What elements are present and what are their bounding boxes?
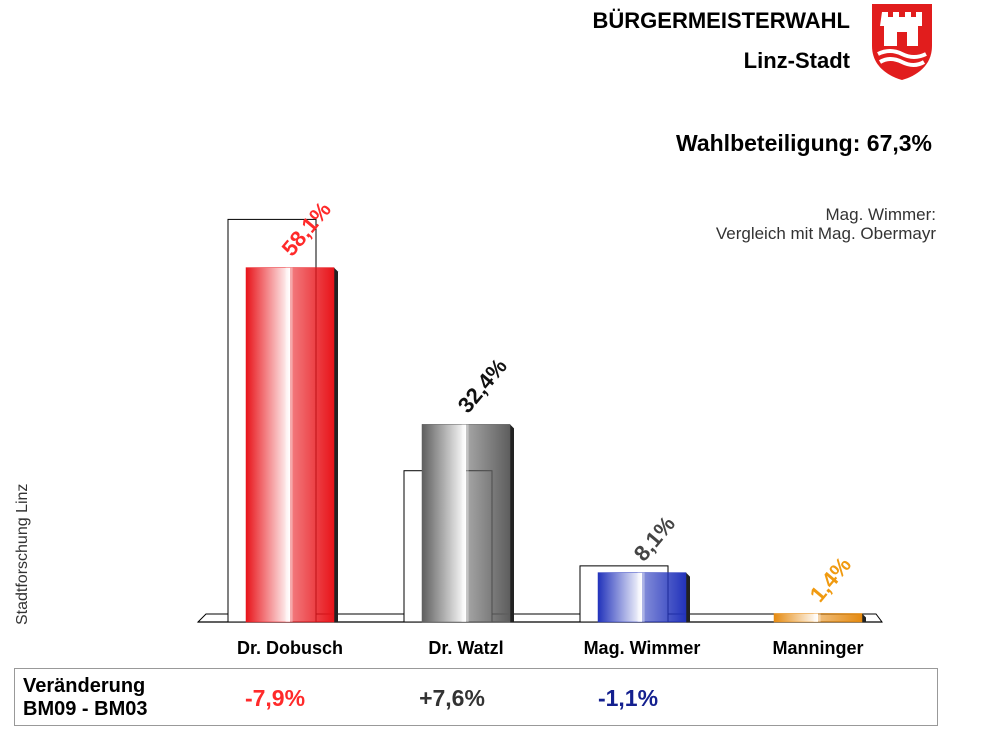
category-label-0: Dr. Dobusch [237,638,343,658]
chart-subtitle: Linz-Stadt [743,48,850,73]
change-value-watzl: +7,6% [419,685,485,711]
chart-floor [196,613,883,623]
bar-highlight-3 [813,613,821,622]
value-labels: 58,1%32,4%8,1%1,4% [277,197,856,607]
bar-highlight-0 [285,267,293,622]
change-label: Veränderung BM09 - BM03 [23,675,147,721]
value-label-3: 1,4% [805,552,856,606]
category-label-3: Manninger [772,638,863,658]
turnout-label: Wahlbeteiligung: 67,3% [675,130,932,156]
value-label-1: 32,4% [453,354,512,418]
bar-shadow-1 [510,424,514,622]
comparison-note-line2: Vergleich mit Mag. Obermayr [715,224,936,243]
bar-highlight-2 [637,572,645,622]
current-election-bars [245,267,866,623]
bar-shadow-3 [862,613,866,622]
linz-coat-of-arms-icon [872,4,932,80]
chart-title: BÜRGERMEISTERWAHL [592,8,851,33]
bar-shadow-2 [686,572,690,622]
change-label-line1: Veränderung [23,675,146,697]
category-labels: Dr. Dobusch Dr. Watzl Mag. Wimmer Manninger [237,638,864,658]
change-label-line2: BM09 - BM03 [23,698,148,720]
bar-1 [421,424,511,623]
change-value-dobusch: -7,9% [244,685,306,711]
change-value-wimmer: -1,1% [597,685,659,711]
comparison-note: Mag. Wimmer: Vergleich mit Mag. Obermayr [716,205,936,243]
bar-0 [245,267,335,623]
bar-2 [597,572,687,623]
category-label-2: Mag. Wimmer [584,638,701,658]
change-panel: Veränderung BM09 - BM03 -7,9% +7,6% -1,1… [14,668,938,726]
category-label-1: Dr. Watzl [428,638,503,658]
comparison-note-line1: Mag. Wimmer: [825,205,937,224]
value-label-2: 8,1% [629,511,680,565]
bar-3 [773,613,863,623]
bar-shadow-0 [334,267,338,622]
bar-highlight-1 [461,424,469,622]
